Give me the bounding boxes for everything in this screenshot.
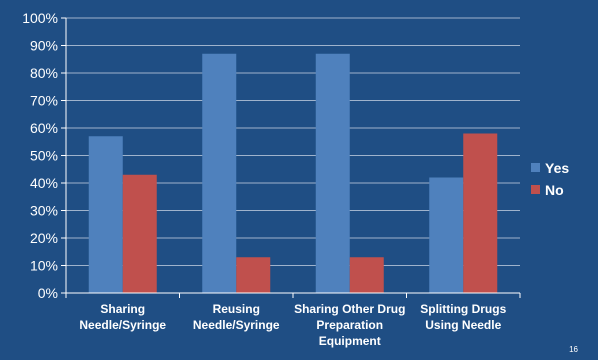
x-tick-label: Sharing Needle/Syringe (79, 302, 166, 332)
legend-label-yes: Yes (545, 160, 569, 176)
bar-yes (88, 136, 123, 293)
bar-no (236, 257, 271, 293)
x-tick-label: Sharing Other Drug Preparation Equipment (294, 302, 405, 348)
y-tick-label: 20% (30, 230, 58, 246)
bar-no (122, 174, 157, 293)
y-tick-label: 40% (30, 175, 58, 191)
y-tick-label: 100% (22, 10, 58, 26)
y-tick-label: 50% (30, 148, 58, 164)
y-tick-label: 30% (30, 203, 58, 219)
bar-yes (202, 53, 237, 293)
x-tick-label: Splitting Drugs Using Needle (420, 302, 506, 332)
y-tick-label: 60% (30, 120, 58, 136)
bar-yes (429, 177, 464, 293)
legend-swatch-yes (531, 163, 540, 172)
legend-label-no: No (545, 182, 564, 198)
legend-swatch-no (531, 185, 540, 194)
y-tick-label: 10% (30, 258, 58, 274)
y-tick-label: 70% (30, 93, 58, 109)
y-tick-label: 90% (30, 38, 58, 54)
bar-no (463, 133, 498, 293)
y-tick-label: 80% (30, 65, 58, 81)
x-tick-label: Reusing Needle/Syringe (193, 302, 280, 332)
y-tick-label: 0% (38, 285, 58, 301)
page-number: 16 (569, 345, 578, 354)
bar-no (349, 257, 384, 293)
bar-yes (315, 53, 350, 293)
